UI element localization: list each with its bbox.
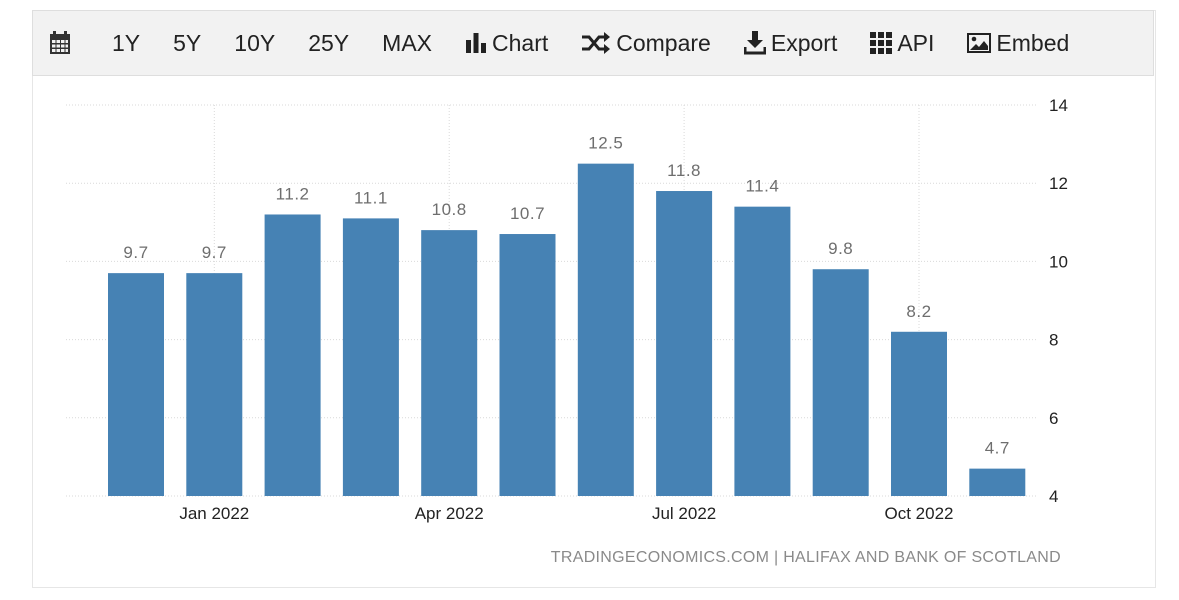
chart-toolbar: 1Y 5Y 10Y 25Y MAX Chart Compare Expor bbox=[32, 10, 1154, 76]
bar bbox=[421, 230, 478, 496]
download-icon bbox=[743, 31, 766, 55]
bar-chart-icon bbox=[465, 32, 487, 54]
bar bbox=[812, 269, 869, 496]
x-tick-label: Apr 2022 bbox=[415, 504, 484, 523]
compare-label: Compare bbox=[616, 29, 711, 56]
x-tick-label: Jan 2022 bbox=[179, 504, 249, 523]
bar bbox=[108, 273, 164, 496]
api-label: API bbox=[897, 29, 935, 56]
embed-button[interactable]: Embed bbox=[967, 30, 1069, 57]
bar-value-label: 4.7 bbox=[985, 439, 1010, 458]
bar bbox=[734, 206, 791, 496]
chart-type-label: Chart bbox=[492, 29, 549, 56]
y-tick-label: 8 bbox=[1049, 331, 1058, 350]
bar bbox=[891, 331, 947, 496]
y-tick-label: 4 bbox=[1049, 487, 1058, 506]
bar bbox=[656, 191, 713, 496]
y-tick-label: 12 bbox=[1049, 174, 1068, 193]
grid-icon bbox=[870, 32, 893, 54]
image-icon bbox=[967, 33, 992, 53]
shuffle-icon bbox=[581, 32, 611, 54]
bar-value-label: 8.2 bbox=[906, 302, 931, 321]
range-1y-button[interactable]: 1Y bbox=[112, 29, 141, 56]
y-tick-label: 14 bbox=[1049, 96, 1068, 115]
y-tick-label: 6 bbox=[1049, 409, 1058, 428]
api-button[interactable]: API bbox=[870, 30, 934, 57]
bar-value-label: 9.7 bbox=[123, 243, 148, 262]
bar bbox=[969, 468, 1026, 496]
bar bbox=[342, 218, 399, 496]
bar-value-label: 11.8 bbox=[667, 161, 701, 180]
range-5y-button[interactable]: 5Y bbox=[173, 29, 202, 56]
bar-value-label: 11.2 bbox=[276, 184, 310, 203]
bar-value-label: 11.1 bbox=[354, 188, 388, 207]
compare-button[interactable]: Compare bbox=[581, 30, 711, 57]
range-10y-button[interactable]: 10Y bbox=[234, 29, 276, 56]
bar bbox=[577, 163, 634, 496]
range-max-button[interactable]: MAX bbox=[382, 29, 432, 56]
x-tick-label: Jul 2022 bbox=[652, 504, 716, 523]
source-credit: TRADINGECONOMICS.COM | HALIFAX AND BANK … bbox=[550, 549, 1061, 566]
y-tick-label: 10 bbox=[1049, 252, 1068, 271]
bar bbox=[186, 273, 243, 496]
bar-value-label: 12.5 bbox=[588, 134, 623, 153]
bar-value-label: 10.8 bbox=[432, 200, 467, 219]
calendar-icon bbox=[49, 31, 71, 55]
export-button[interactable]: Export bbox=[743, 29, 838, 57]
bar-value-label: 9.7 bbox=[202, 243, 227, 262]
chart-type-button[interactable]: Chart bbox=[465, 30, 548, 57]
bar-value-label: 11.4 bbox=[745, 177, 779, 196]
export-label: Export bbox=[770, 29, 838, 56]
x-tick-label: Oct 2022 bbox=[885, 504, 954, 523]
bar-value-label: 10.7 bbox=[510, 204, 545, 223]
range-25y-button[interactable]: 25Y bbox=[308, 29, 350, 56]
embed-label: Embed bbox=[996, 29, 1070, 56]
calendar-button[interactable] bbox=[49, 31, 76, 55]
bar bbox=[499, 234, 556, 496]
bar-value-label: 9.8 bbox=[828, 239, 853, 258]
bar bbox=[264, 214, 321, 497]
